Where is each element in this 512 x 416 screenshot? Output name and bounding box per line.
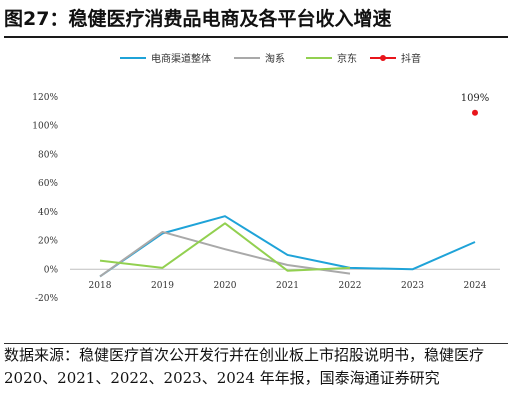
legend-item-e794b5e59586e6b8a0e98193e695b4e4bd93: 电商渠道整体 xyxy=(120,52,211,65)
y-axis: -20% 0% 20% 40% 60% 80% 100% 120% xyxy=(32,93,58,304)
x-tick-label: 2020 xyxy=(214,281,237,291)
line-chart: 电商渠道整体 淘系 京东 抖音 -20%0%20%40%60%80%100%120% … xyxy=(32,52,500,304)
series-points: 109% xyxy=(461,93,490,116)
legend-item-e68a96e99fb3: 抖音 xyxy=(370,52,421,65)
data-label: 109% xyxy=(461,93,490,104)
legend-item-e6b798e7b3bb: 淘系 xyxy=(234,52,285,65)
legend-label: 淘系 xyxy=(265,52,285,65)
legend-label: 京东 xyxy=(337,52,357,65)
y-tick-label: 60% xyxy=(38,179,58,189)
y-tick-label: 0% xyxy=(44,265,59,275)
y-tick-label: 20% xyxy=(38,237,58,247)
y-tick-label: 80% xyxy=(38,150,58,160)
data-point-e68a96e99fb3 xyxy=(472,109,478,116)
figure-title: 图27：稳健医疗消费品电商及各平台收入增速 xyxy=(4,8,392,30)
y-tick-label: 120% xyxy=(32,93,58,103)
y-tick-label: 40% xyxy=(38,208,58,218)
x-axis: 2018 2019 2020 2021 2022 2023 2024 xyxy=(70,268,500,291)
y-tick-label: 100% xyxy=(32,122,58,132)
y-tick-label: -20% xyxy=(35,294,58,304)
source-note: 数据来源：稳健医疗首次公开发行并在创业板上市招股说明书，稳健医疗 2020、20… xyxy=(4,346,485,387)
series-lines xyxy=(99,215,476,278)
series-line-e4baace4b89c xyxy=(99,222,351,272)
footer-divider xyxy=(4,343,508,344)
x-tick-label: 2018 xyxy=(89,281,112,291)
title-divider xyxy=(4,36,508,38)
x-tick-label: 2024 xyxy=(464,281,487,291)
legend-label: 抖音 xyxy=(401,52,421,65)
x-tick-label: 2019 xyxy=(151,281,174,291)
x-tick-label: 2023 xyxy=(401,281,424,291)
legend-marker xyxy=(380,55,386,61)
legend-label: 电商渠道整体 xyxy=(151,52,211,65)
legend: 电商渠道整体 淘系 京东 抖音 xyxy=(120,52,421,65)
series-line-e6b798e7b3bb xyxy=(99,230,351,278)
x-tick-label: 2021 xyxy=(276,281,299,291)
x-tick-label: 2022 xyxy=(339,281,362,291)
series-line-e794b5e59586e6b8a0e98193e695b4e4bd93 xyxy=(99,215,476,278)
legend-item-e4baace4b89c: 京东 xyxy=(306,52,357,65)
